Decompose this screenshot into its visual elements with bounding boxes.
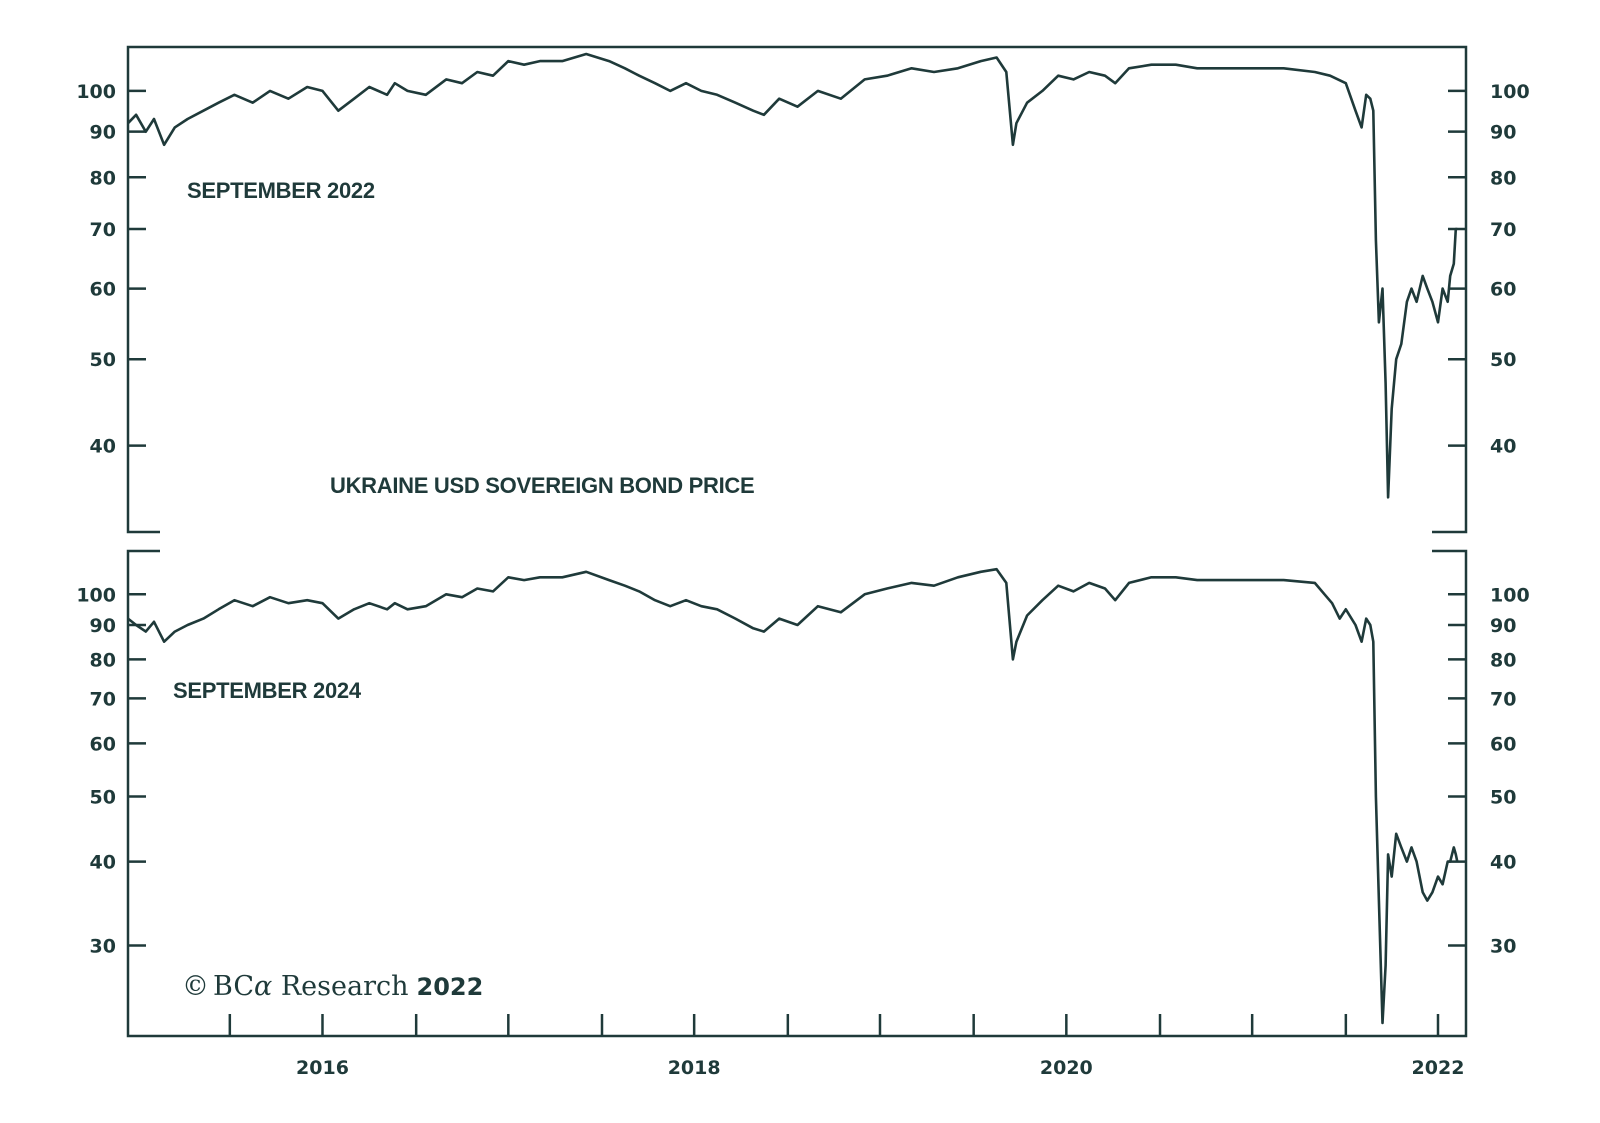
- copyright-research: Research: [272, 971, 408, 1002]
- top-panel-frame: [126, 45, 1468, 534]
- top-right-tick-label-50: 50: [1490, 349, 1516, 371]
- copyright-symbol: ©: [182, 971, 209, 1002]
- top-panel-label: SEPTEMBER 2022: [187, 178, 375, 203]
- bottom-right-tick-label-50: 50: [1490, 787, 1516, 809]
- bottom-left-tick-label-70: 70: [90, 688, 116, 710]
- bottom-panel-label: SEPTEMBER 2024: [173, 678, 362, 703]
- top-right-tick-label-80: 80: [1490, 167, 1516, 189]
- chart-title: UKRAINE USD SOVEREIGN BOND PRICE: [330, 473, 754, 498]
- bottom-right-tick-label-70: 70: [1490, 688, 1516, 710]
- bottom-left-tick-label-100: 100: [76, 584, 116, 606]
- x-axis-ticks: 2016 2018 2020 2022: [228, 1014, 1465, 1079]
- bottom-right-tick-label-60: 60: [1490, 733, 1516, 755]
- x-tick-label-2020: 2020: [1040, 1057, 1093, 1079]
- top-right-tick-label-100: 100: [1490, 81, 1530, 103]
- bottom-left-tick-label-30: 30: [90, 936, 116, 958]
- bottom-left-tick-label-80: 80: [90, 649, 116, 671]
- top-right-tick-label-40: 40: [1490, 436, 1516, 458]
- bottom-panel-series-line: [127, 567, 1459, 1025]
- bottom-panel-y-ticks: 30 30 40 40 50 50 60 60 70 70 80 80 90 90 100 100: [76, 584, 1529, 957]
- top-right-tick-label-90: 90: [1490, 122, 1516, 144]
- bottom-right-tick-label-40: 40: [1490, 852, 1516, 874]
- x-tick-label-2022: 2022: [1412, 1057, 1465, 1079]
- bottom-left-tick-label-40: 40: [90, 852, 116, 874]
- top-left-tick-label-70: 70: [90, 219, 116, 241]
- bottom-right-tick-label-80: 80: [1490, 649, 1516, 671]
- top-right-tick-label-60: 60: [1490, 279, 1516, 301]
- top-left-tick-label-90: 90: [90, 122, 116, 144]
- bottom-left-tick-label-50: 50: [90, 787, 116, 809]
- top-panel-series-line: [127, 52, 1458, 499]
- x-tick-label-2016: 2016: [296, 1057, 349, 1079]
- x-tick-label-2018: 2018: [668, 1057, 721, 1079]
- bottom-panel-frame: [126, 549, 1468, 1038]
- copyright-notice: © BCα Research 2022: [182, 971, 483, 1002]
- top-left-tick-label-80: 80: [90, 167, 116, 189]
- copyright-brand: BC: [213, 971, 254, 1002]
- top-panel-y-ticks: 40 40 50 50 60 60 70 70 80 80 90 90 100 100: [76, 81, 1529, 458]
- copyright-year: 2022: [417, 973, 484, 1001]
- bottom-right-tick-label-30: 30: [1490, 936, 1516, 958]
- top-right-tick-label-70: 70: [1490, 219, 1516, 241]
- top-left-tick-label-40: 40: [90, 436, 116, 458]
- bottom-right-tick-label-90: 90: [1490, 615, 1516, 637]
- top-left-tick-label-60: 60: [90, 279, 116, 301]
- bottom-right-tick-label-100: 100: [1490, 584, 1530, 606]
- top-left-tick-label-50: 50: [90, 349, 116, 371]
- copyright-alpha: α: [254, 971, 272, 1002]
- top-left-tick-label-100: 100: [76, 81, 116, 103]
- bottom-left-tick-label-90: 90: [90, 615, 116, 637]
- bottom-left-tick-label-60: 60: [90, 733, 116, 755]
